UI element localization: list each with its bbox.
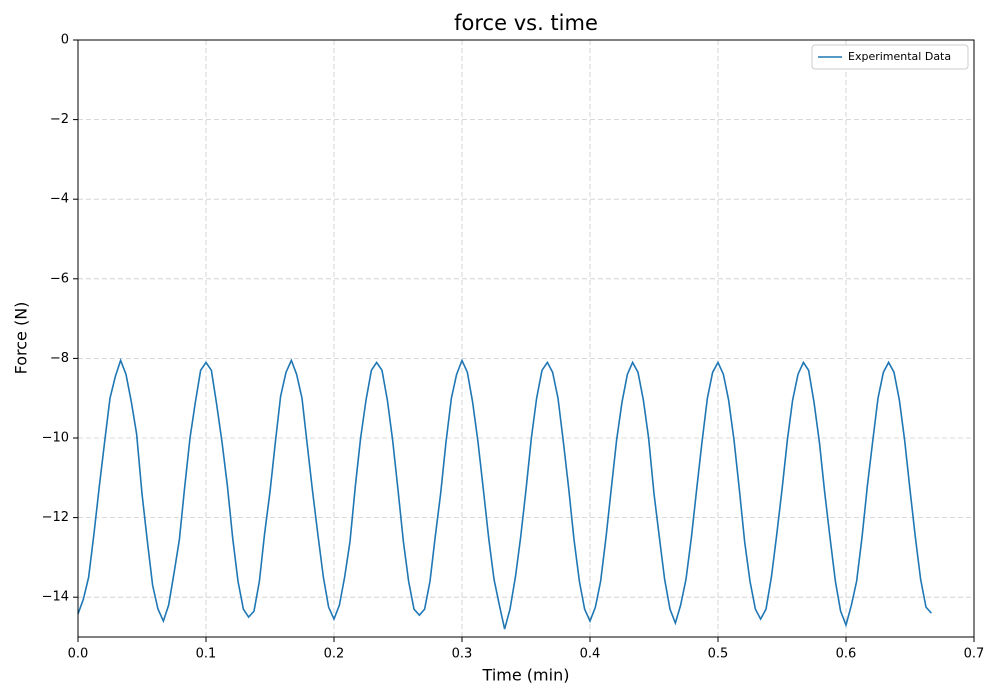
y-tick-label: −14 (42, 590, 69, 605)
x-tick-label: 0.7 (964, 647, 985, 662)
x-axis-label: Time (min) (482, 666, 570, 685)
legend-label: Experimental Data (848, 50, 951, 63)
x-tick-label: 0.6 (836, 647, 857, 662)
chart-title: force vs. time (454, 11, 598, 35)
y-axis-label: Force (N) (12, 302, 31, 375)
y-tick-label: −2 (50, 112, 69, 127)
x-tick-label: 0.4 (580, 647, 601, 662)
y-tick-label: −10 (42, 431, 69, 446)
legend-box (811, 44, 969, 70)
y-tick-label: 0 (61, 33, 69, 48)
y-tick-label: −4 (50, 192, 69, 207)
plot-frame (77, 39, 975, 638)
y-tick-label: −12 (42, 510, 69, 525)
data-line (77, 358, 932, 630)
y-tick-label: −6 (50, 271, 69, 286)
x-tick-label: 0.5 (708, 647, 729, 662)
y-tick-label: −8 (50, 351, 69, 366)
x-tick-label: 0.0 (68, 647, 89, 662)
x-tick-label: 0.1 (196, 647, 217, 662)
x-tick-label: 0.2 (324, 647, 345, 662)
x-tick-label: 0.3 (452, 647, 473, 662)
